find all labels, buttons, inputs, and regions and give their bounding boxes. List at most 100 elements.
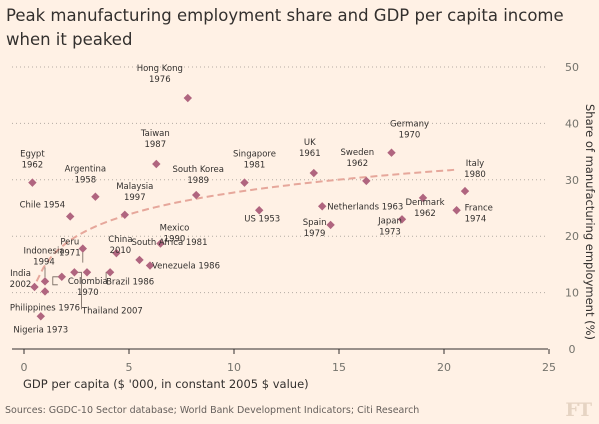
data-point [240, 178, 249, 187]
point-label-line: 1962 [346, 159, 368, 169]
point-label-line: China [108, 235, 132, 245]
point-label-line: Netherlands 1963 [327, 202, 403, 212]
point-label-line: 2010 [110, 246, 132, 256]
data-point [397, 215, 407, 224]
data-point [40, 277, 50, 286]
y-tick-label: 0 [569, 343, 576, 356]
point-label-line: Japan [377, 216, 402, 226]
point-label-line: South Korea [172, 165, 224, 175]
data-point [152, 159, 161, 169]
point-label: Hong Kong 1976 [137, 64, 183, 85]
point-label-line: Malaysia [116, 182, 153, 192]
point-label-line: South Africa 1981 [132, 238, 208, 248]
x-axis-label: GDP per capita ($ '000, in constant 2005… [23, 377, 309, 391]
x-tick-label: 0 [21, 361, 28, 374]
point-label: Mexico 1990 [160, 224, 190, 245]
point-label: Brazil 1986 [106, 277, 154, 287]
y-axis-label: Share of manufacturing employment (%) [583, 104, 597, 340]
data-point [78, 244, 87, 253]
point-label-line: Indonesia [23, 246, 64, 256]
point-label-line: Spain [303, 218, 327, 228]
data-point [120, 210, 129, 219]
data-point [255, 206, 264, 215]
chart-title-line-1: Peak manufacturing employment share and … [6, 6, 564, 25]
data-point [362, 176, 371, 186]
point-label: Nigeria 1973 [13, 325, 68, 335]
point-label-line: 1970 [399, 131, 421, 141]
data-point [135, 255, 144, 265]
point-label-line: 1961 [299, 149, 321, 159]
ft-logo: FT [565, 399, 592, 421]
point-label: UK 1961 [299, 138, 321, 159]
point-label: Spain 1979 [303, 218, 327, 239]
point-label-line: Hong Kong [137, 64, 183, 74]
point-label-line: 1958 [75, 176, 97, 186]
chart-title: Peak manufacturing employment share and … [6, 4, 586, 52]
data-point [326, 220, 335, 230]
point-label: Venezuela 1986 [152, 262, 220, 272]
point-label: Sweden 1962 [341, 148, 375, 169]
trend-line [35, 168, 457, 282]
point-label-line: UK [304, 138, 316, 148]
point-label-line: 1981 [244, 161, 266, 171]
data-point [452, 206, 461, 215]
data-point [28, 178, 37, 187]
y-tick-label: 20 [565, 230, 579, 243]
point-label: Germany 1970 [390, 120, 429, 141]
data-point [460, 186, 470, 196]
point-label: Thailand 2007 [81, 306, 143, 316]
point-label-line: France [465, 203, 493, 213]
point-label-line: 1962 [22, 161, 44, 171]
data-point [30, 282, 39, 292]
x-tick-label: 5 [126, 361, 133, 374]
point-label-line: 1987 [144, 140, 166, 150]
data-point [145, 261, 155, 270]
point-label: Italy 1980 [464, 159, 486, 180]
point-label-line: US 1953 [244, 214, 280, 224]
data-point [192, 190, 201, 200]
data-point [36, 312, 45, 321]
data-point [57, 272, 66, 282]
y-tick-label: 30 [565, 174, 579, 187]
point-label: South Korea 1989 [172, 165, 224, 186]
point-label-line: Taiwan [140, 129, 170, 139]
y-axis-ticks: 0 10 20 30 40 50 [565, 61, 579, 356]
data-point [70, 268, 79, 277]
x-tick-label: 15 [332, 361, 346, 374]
point-label-line: Peru [60, 238, 79, 248]
point-label-line: Nigeria 1973 [13, 325, 68, 335]
y-tick-label: 50 [565, 61, 579, 74]
point-label: Malaysia 1997 [116, 182, 153, 203]
data-point [309, 168, 318, 178]
point-label: Japan 1973 [377, 216, 402, 237]
leader-line [52, 276, 62, 286]
point-label-line: 1962 [414, 209, 436, 219]
x-axis-ticks: 0 5 10 15 20 25 [21, 349, 556, 374]
point-label-line: 1980 [464, 170, 486, 180]
point-label-line: Chile 1954 [20, 200, 66, 210]
point-label-line: 2002 [10, 280, 32, 290]
point-label: Chile 1954 [20, 200, 66, 210]
data-point [112, 248, 121, 258]
chart-title-line-2: when it peaked [6, 30, 133, 49]
point-label-line: Argentina [65, 165, 106, 175]
point-label: Argentina 1958 [65, 165, 106, 186]
point-label-line: Colombia [68, 277, 108, 287]
point-label: Netherlands 1963 [327, 202, 403, 212]
point-label: China 2010 [108, 235, 132, 256]
data-point [91, 192, 100, 201]
data-point [418, 193, 428, 203]
point-label: Philippines 1976 [10, 303, 80, 313]
point-label: Taiwan 1987 [140, 129, 170, 150]
point-label-line: Sweden [341, 148, 375, 158]
point-label: South Africa 1981 [132, 238, 208, 248]
point-label-line: India [10, 269, 31, 279]
gridlines [12, 66, 548, 350]
point-label: Singapore 1981 [233, 150, 276, 171]
point-label-line: Thailand 2007 [81, 306, 143, 316]
point-label: France 1974 [465, 203, 493, 224]
point-label-line: Egypt [20, 150, 45, 160]
point-label-line: Denmark [405, 198, 444, 208]
